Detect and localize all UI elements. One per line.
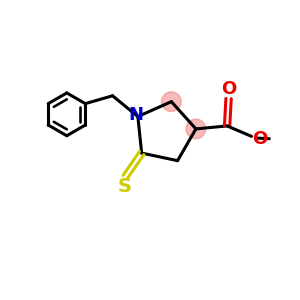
Text: O: O: [221, 80, 236, 98]
Text: N: N: [129, 106, 144, 124]
Text: S: S: [118, 177, 132, 196]
Circle shape: [161, 92, 181, 111]
Circle shape: [186, 119, 206, 139]
Text: O: O: [252, 130, 267, 148]
